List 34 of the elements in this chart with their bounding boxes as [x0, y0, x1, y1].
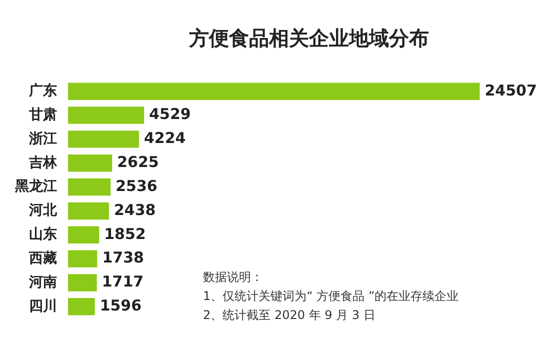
annotation: 1、仅统计关键词为“ 方便食品 ”的在业存续企业 — [203, 288, 459, 305]
bar — [68, 274, 97, 292]
bar — [68, 178, 111, 196]
bar — [68, 130, 139, 148]
y-tick-label: 山东 — [29, 226, 57, 243]
data-label: 1596 — [100, 296, 142, 315]
bar — [68, 106, 144, 124]
bar — [68, 202, 109, 220]
y-tick-label: 黑龙江 — [14, 178, 57, 195]
y-tick-label: 吉林 — [28, 154, 58, 171]
y-tick-label: 西藏 — [28, 250, 57, 266]
y-tick-label: 甘肃 — [28, 106, 57, 123]
bar — [68, 82, 480, 100]
data-label: 4529 — [149, 105, 191, 124]
data-label: 1738 — [102, 248, 144, 267]
data-label: 4224 — [144, 129, 186, 148]
data-label: 24507 — [484, 81, 537, 100]
data-label: 2536 — [116, 176, 158, 195]
annotation: 数据说明： — [203, 269, 264, 286]
y-tick-label: 浙江 — [28, 130, 57, 147]
y-tick-label: 河北 — [28, 202, 58, 219]
y-tick-label: 四川 — [29, 298, 57, 314]
data-label: 2438 — [114, 200, 156, 219]
bar — [68, 154, 112, 172]
bar — [68, 298, 95, 316]
y-tick-label: 广东 — [28, 82, 57, 99]
bar — [68, 226, 100, 244]
bar — [68, 250, 98, 268]
y-tick-label: 河南 — [28, 274, 57, 290]
chart-title: 方便食品相关企业地域分布 — [188, 25, 430, 52]
data-label: 2625 — [117, 153, 159, 172]
data-label: 1852 — [104, 224, 146, 243]
annotation: 2、统计截至 2020 年 9 月 3 日 — [203, 307, 376, 324]
data-label: 1717 — [102, 272, 144, 291]
